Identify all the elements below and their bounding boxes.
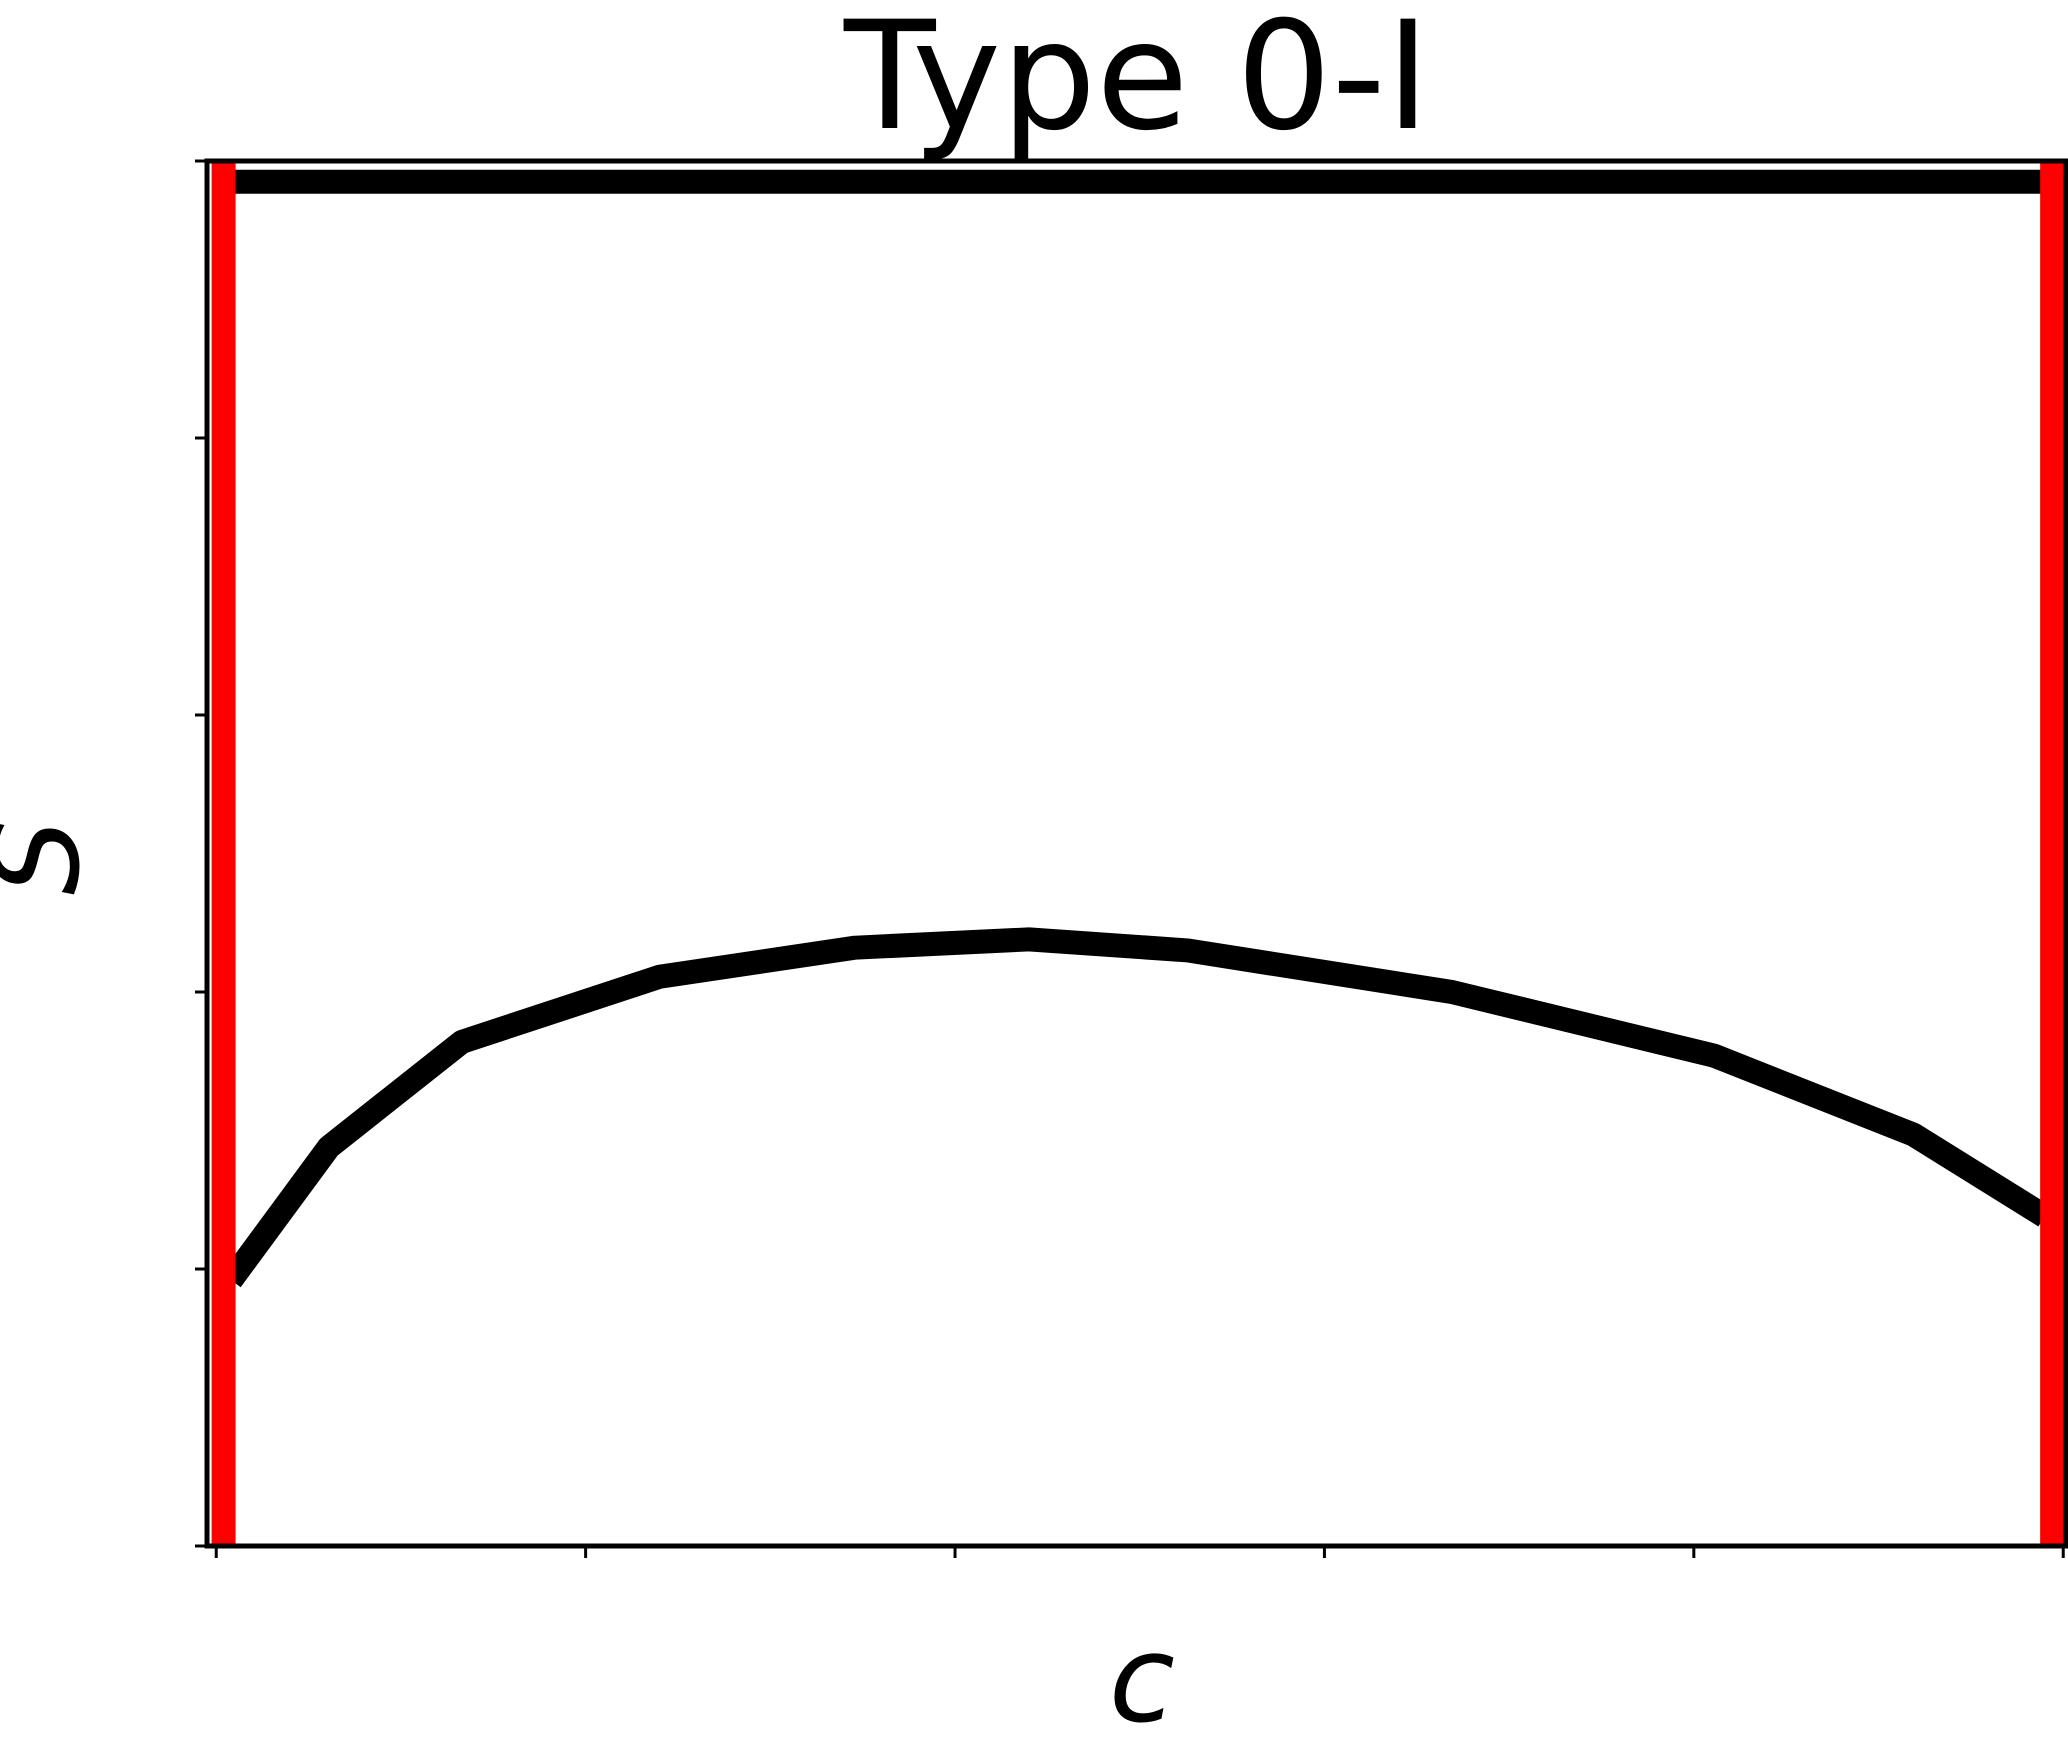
chart-title: Type 0-I xyxy=(843,0,1430,164)
x-axis-label: c xyxy=(1109,1611,1175,1750)
data-line xyxy=(221,927,2052,1288)
plot-area xyxy=(211,161,2065,1546)
axes-frame xyxy=(204,158,2068,1549)
y-axis-label: S xyxy=(0,819,107,895)
